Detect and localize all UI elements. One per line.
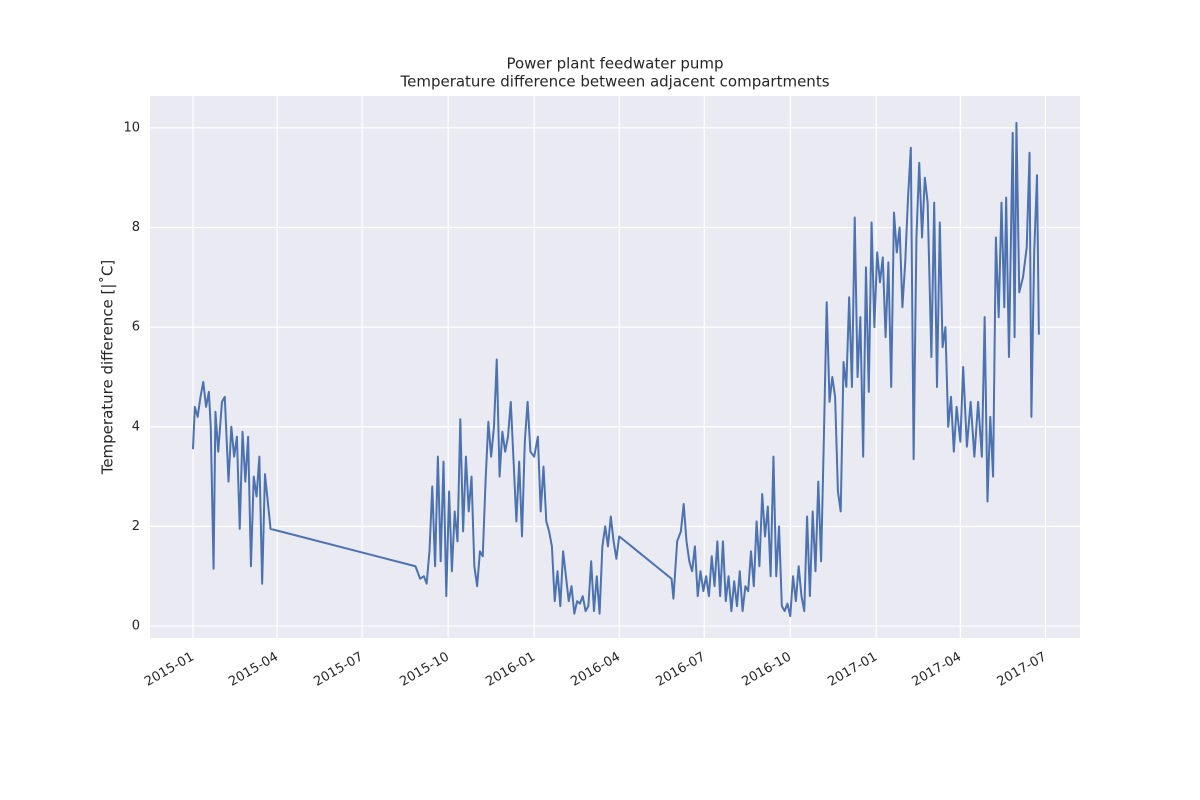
x-tick-label: 2017-07 [995, 650, 1050, 690]
plot-area [150, 96, 1080, 638]
y-tick-label: 6 [132, 320, 140, 335]
y-tick-label: 8 [132, 220, 140, 235]
y-axis-label: Temperature difference [|˚C] [99, 260, 117, 476]
x-tick-label: 2016-07 [653, 650, 708, 690]
data-line [191, 121, 1040, 618]
chart-subtitle: Temperature difference between adjacent … [399, 73, 829, 91]
x-tick-label: 2015-10 [397, 650, 452, 690]
x-tick-label: 2016-04 [568, 650, 623, 690]
x-tick-label: 2016-01 [483, 650, 538, 690]
y-tick-label: 2 [132, 519, 140, 534]
x-tick-label: 2015-01 [142, 650, 197, 690]
y-tick-label: 10 [123, 120, 140, 135]
x-tick-label: 2015-07 [311, 650, 366, 690]
x-tick-label: 2016-10 [739, 650, 794, 690]
y-tick-label: 4 [132, 419, 140, 434]
x-tick-label: 2015-04 [226, 650, 281, 690]
x-tick-label: 2017-04 [910, 650, 965, 690]
x-tick-label: 2017-01 [825, 650, 880, 690]
y-tick-label: 0 [132, 619, 140, 634]
chart-title: Power plant feedwater pump [506, 55, 723, 73]
